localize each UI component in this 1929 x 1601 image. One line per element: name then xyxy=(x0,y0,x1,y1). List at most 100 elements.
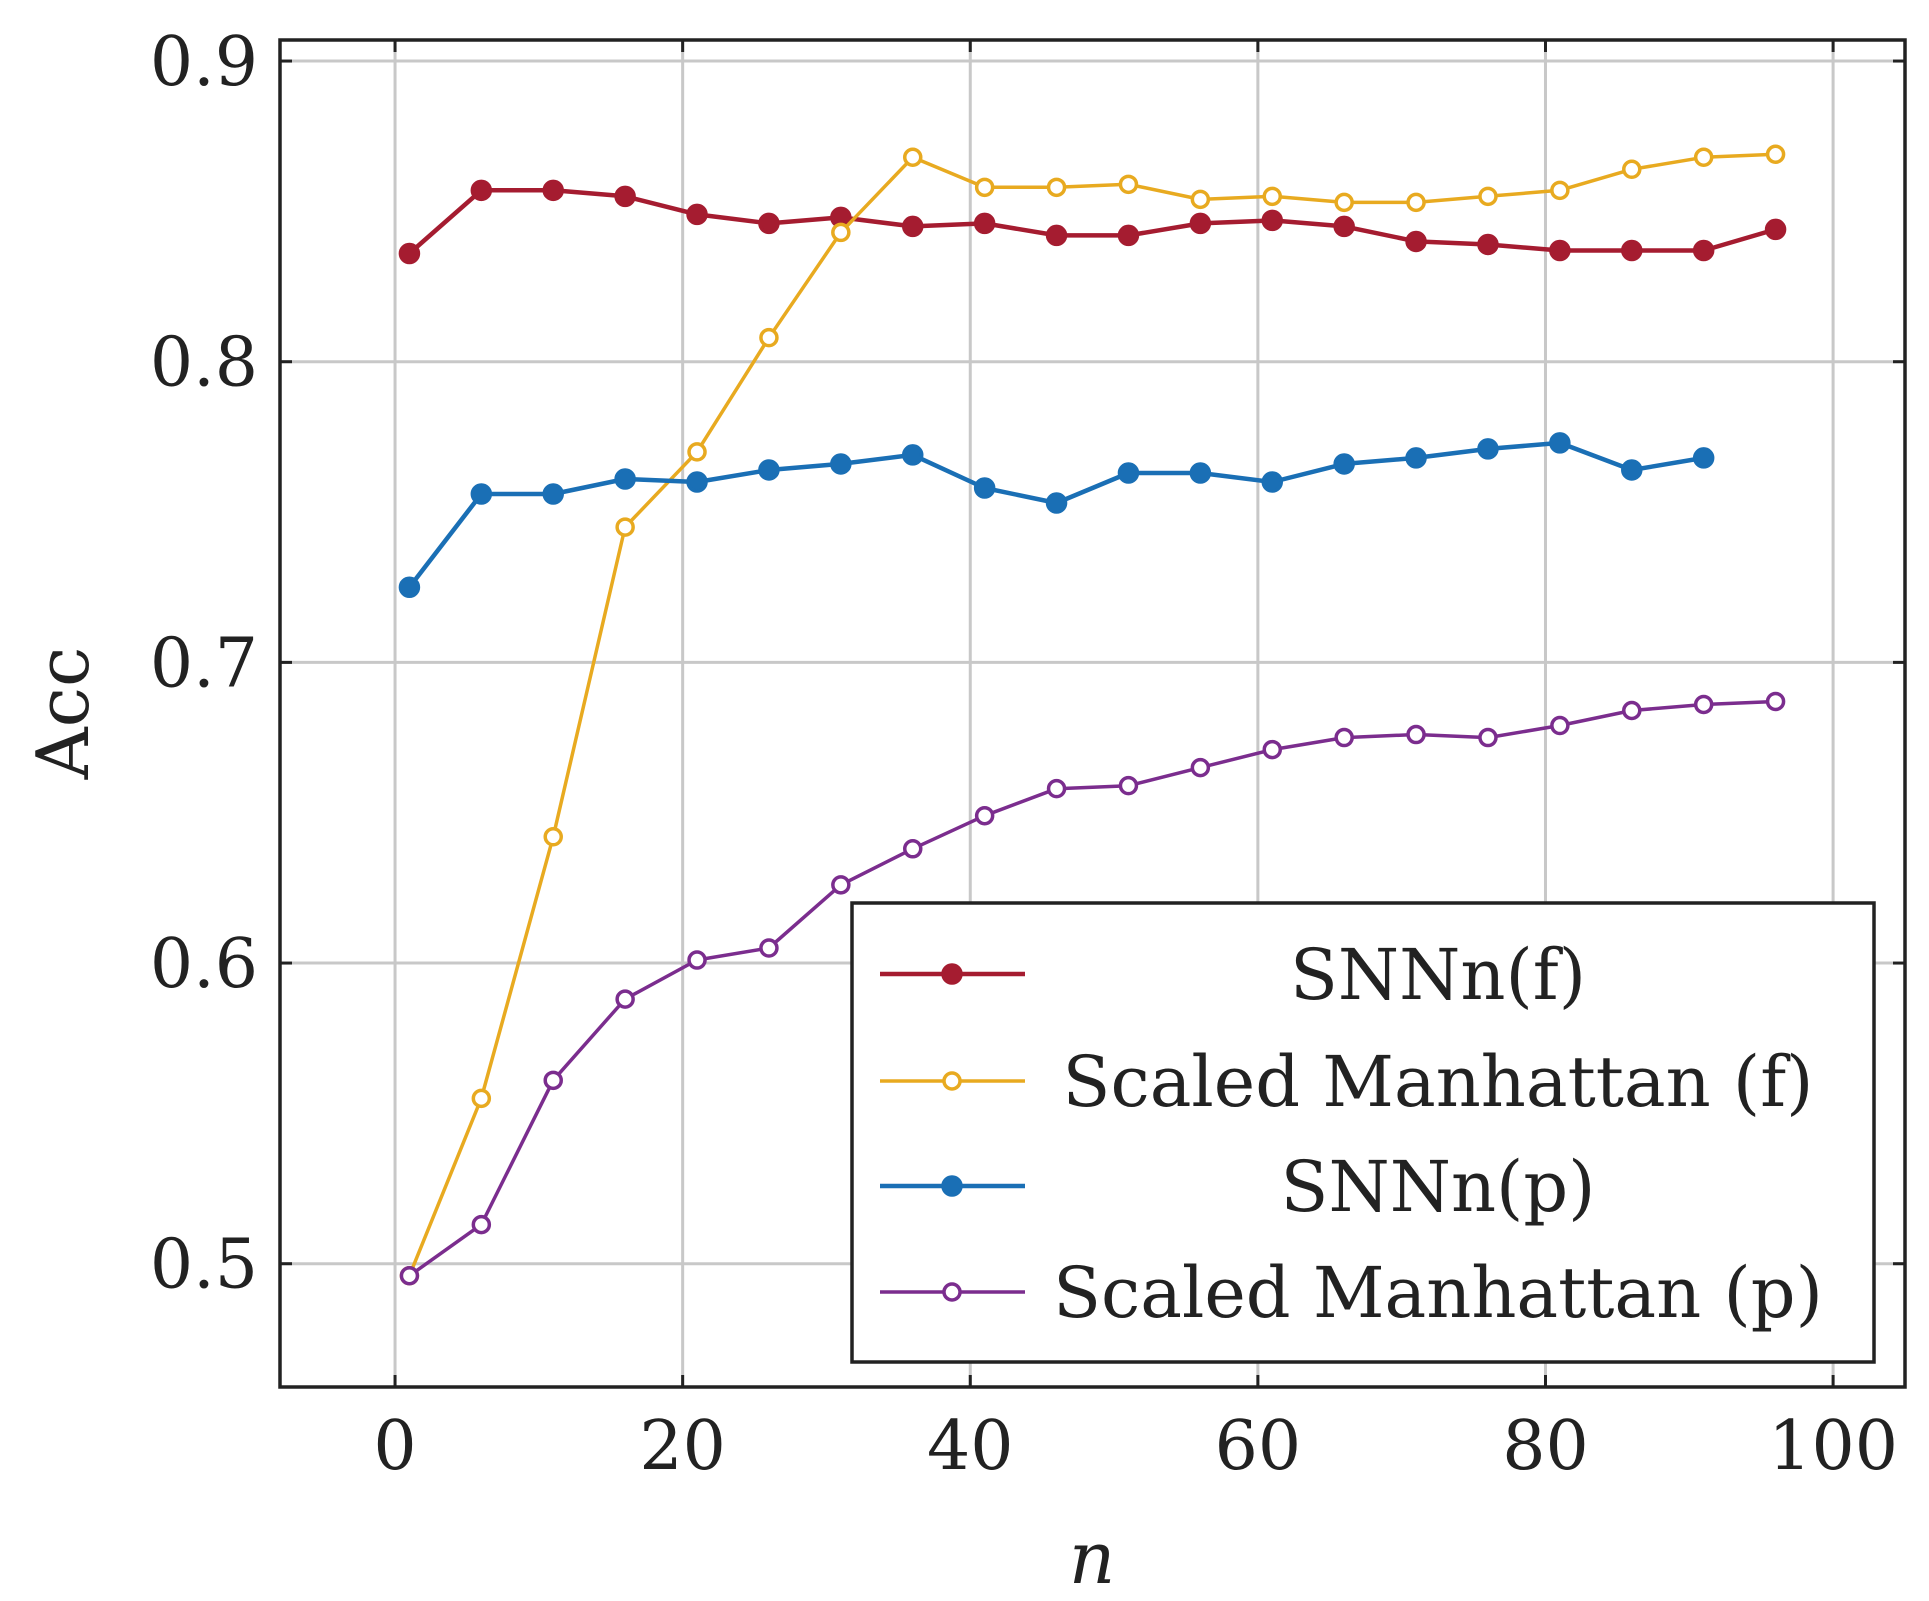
data-point xyxy=(901,444,924,466)
plot-area xyxy=(398,144,1787,1286)
data-point xyxy=(1189,462,1212,484)
data-point xyxy=(542,483,564,505)
data-point xyxy=(758,212,780,235)
data-point xyxy=(1333,215,1355,238)
y-tick-label: 0.6 xyxy=(150,925,258,1004)
legend-swatch-marker xyxy=(942,1282,962,1302)
data-point xyxy=(1765,144,1786,165)
data-point xyxy=(1478,727,1498,748)
legend-swatch-marker xyxy=(941,963,963,985)
data-point xyxy=(974,177,995,198)
data-point xyxy=(614,468,636,490)
data-point xyxy=(399,1266,420,1286)
data-point xyxy=(1189,212,1212,235)
y-tick-label: 0.5 xyxy=(150,1226,258,1305)
series-line xyxy=(407,440,1705,589)
data-point xyxy=(1692,447,1715,469)
data-point xyxy=(1549,432,1571,454)
data-point xyxy=(1406,724,1426,745)
data-point xyxy=(543,827,563,847)
data-point xyxy=(615,517,635,537)
legend-swatch-marker xyxy=(941,1175,963,1197)
y-axis-label: Acc xyxy=(21,647,105,781)
data-point xyxy=(1693,694,1714,715)
legend-swatch-marker xyxy=(942,1071,962,1091)
data-point xyxy=(1045,492,1068,514)
series-line xyxy=(407,188,1777,256)
data-point xyxy=(1477,233,1499,256)
data-point xyxy=(1550,715,1570,736)
data-point xyxy=(1045,224,1068,247)
data-point xyxy=(471,1088,492,1109)
data-point xyxy=(759,938,779,958)
data-point xyxy=(1621,459,1643,481)
axes: 0 20 40 60 80 100 0.5 0.6 0.7 0.8 0.9 xyxy=(150,23,1905,1486)
data-point xyxy=(1190,189,1211,210)
data-point xyxy=(1333,453,1355,475)
data-point xyxy=(1261,209,1284,232)
legend: SNNn(f) Scaled Manhattan (f) SNNn(p) Scaled… xyxy=(850,901,1876,1364)
data-point xyxy=(1477,438,1499,460)
series-line xyxy=(407,152,1776,1277)
legend-label: Scaled Manhattan (f) xyxy=(1063,1041,1814,1123)
data-point xyxy=(687,950,707,970)
legend-label: SNNn(p) xyxy=(1281,1146,1596,1228)
data-point xyxy=(398,576,421,598)
data-point xyxy=(1118,775,1139,796)
data-point xyxy=(1262,186,1283,207)
data-point xyxy=(1334,727,1354,748)
legend-label: Scaled Manhattan (p) xyxy=(1053,1252,1823,1334)
data-point xyxy=(1478,186,1498,207)
data-point xyxy=(1622,700,1642,721)
data-point xyxy=(686,203,708,226)
data-point xyxy=(974,805,995,826)
data-point xyxy=(1549,239,1571,262)
series-line xyxy=(408,699,1776,1278)
data-point xyxy=(1622,159,1642,180)
data-point xyxy=(686,471,708,493)
x-tick-label: 20 xyxy=(639,1407,726,1486)
data-point xyxy=(614,185,636,208)
x-axis-label: n xyxy=(1069,1516,1115,1600)
data-point xyxy=(1764,218,1787,241)
legend-box xyxy=(850,901,1876,1364)
data-point xyxy=(1693,147,1714,168)
data-point xyxy=(1190,757,1211,778)
x-tick-label: 100 xyxy=(1768,1407,1898,1486)
data-point xyxy=(398,242,421,265)
data-point xyxy=(1117,224,1140,247)
data-point xyxy=(1550,180,1570,201)
data-point xyxy=(1621,239,1643,262)
data-point xyxy=(471,1214,492,1235)
plot-frame xyxy=(278,38,1907,1389)
x-tick-label: 80 xyxy=(1502,1407,1589,1486)
data-point xyxy=(902,839,923,859)
data-point xyxy=(1261,471,1284,493)
x-tick-label: 60 xyxy=(1215,1407,1302,1486)
data-point xyxy=(758,459,780,481)
data-point xyxy=(1405,447,1427,469)
data-point xyxy=(470,179,493,202)
data-point xyxy=(542,179,564,202)
x-tick-label: 0 xyxy=(373,1407,416,1486)
data-point xyxy=(543,1070,563,1091)
data-point xyxy=(1692,239,1715,262)
data-point xyxy=(1406,192,1426,213)
data-point xyxy=(615,989,635,1009)
data-point xyxy=(1046,778,1067,799)
y-tick-label: 0.8 xyxy=(150,324,258,403)
data-point xyxy=(759,327,779,348)
legend-label: SNNn(f) xyxy=(1290,934,1586,1016)
data-point xyxy=(830,453,852,475)
data-point xyxy=(1405,230,1427,253)
data-point xyxy=(901,215,924,238)
data-point xyxy=(1765,691,1786,712)
y-tick-label: 0.7 xyxy=(150,624,258,703)
data-point xyxy=(687,442,707,462)
y-tick-label: 0.9 xyxy=(150,23,258,102)
data-point xyxy=(973,477,996,499)
data-point xyxy=(1334,192,1354,213)
data-point xyxy=(470,483,493,505)
data-point xyxy=(831,222,851,243)
